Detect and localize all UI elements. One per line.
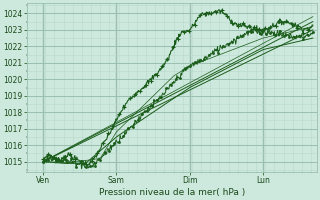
X-axis label: Pression niveau de la mer( hPa ): Pression niveau de la mer( hPa ) <box>99 188 245 197</box>
